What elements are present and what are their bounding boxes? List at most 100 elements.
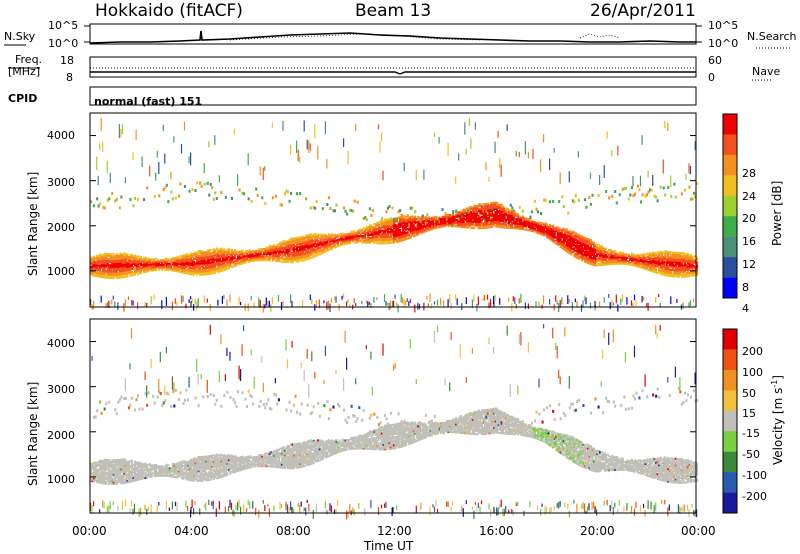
power-cell: [602, 262, 605, 265]
power-cell: [668, 263, 671, 266]
power-cell: [214, 254, 217, 257]
power-cell: [668, 257, 671, 260]
power-cell: [115, 275, 118, 278]
power-cell: [223, 253, 226, 256]
power-cell: [394, 223, 397, 226]
power-cell: [144, 262, 147, 265]
power-cell: [636, 262, 639, 265]
power-cell: [679, 256, 682, 259]
power-cell: [617, 256, 620, 259]
power-cell: [290, 253, 293, 256]
power-cell: [626, 253, 629, 256]
power-cell: [549, 233, 552, 236]
power-cell: [111, 276, 114, 279]
power-cell: [662, 259, 665, 262]
power-cell: [185, 272, 188, 275]
power-cell: [320, 235, 323, 238]
power-cell: [589, 251, 592, 254]
power-cell: [574, 232, 577, 235]
power-cell: [597, 262, 600, 265]
power-cell: [615, 294, 617, 304]
power-cell: [349, 238, 352, 241]
power-cell: [226, 263, 229, 266]
power-cell: [221, 256, 224, 259]
power-cell: [670, 262, 673, 265]
power-cell: [394, 230, 397, 233]
power-cell: [496, 208, 499, 211]
power-cell: [412, 221, 415, 224]
power-cell: [214, 257, 217, 260]
power-cell: [202, 273, 205, 276]
power-cell: [237, 259, 240, 262]
power-cell: [477, 214, 480, 217]
power-cell: [686, 259, 689, 262]
power-cell: [193, 267, 196, 270]
power-cell: [458, 212, 461, 215]
power-cell: [426, 218, 429, 221]
power-cell: [165, 265, 168, 268]
power-cell: [215, 249, 218, 252]
power-cell: [623, 187, 626, 191]
power-cell: [224, 250, 227, 253]
velocity-cell: [96, 409, 99, 413]
power-cell: [482, 217, 485, 220]
power-cell: [558, 229, 561, 232]
power-cell: [685, 265, 688, 268]
power-cell: [409, 298, 411, 303]
power-cell: [653, 264, 656, 267]
velocity-cell: [96, 473, 99, 476]
power-cell: [617, 261, 620, 264]
power-cell: [403, 218, 406, 221]
power-cell: [589, 302, 592, 309]
power-cell: [373, 223, 376, 226]
power-cell: [280, 244, 283, 247]
power-cell: [326, 241, 329, 244]
power-cell: [403, 230, 406, 233]
power-cell: [541, 227, 544, 230]
power-cell: [639, 260, 642, 263]
power-cell: [650, 263, 653, 266]
power-cell: [685, 253, 688, 256]
power-cell: [552, 235, 555, 238]
power-cell: [633, 256, 636, 259]
velocity-cell: [102, 477, 105, 480]
power-cell: [541, 232, 544, 235]
power-cell: [397, 235, 400, 238]
power-cell: [693, 266, 696, 269]
power-cell: [580, 238, 583, 241]
power-cell: [318, 299, 320, 309]
power-cell: [296, 241, 299, 244]
velocity-cbar-tick: -50: [742, 448, 760, 461]
power-cell: [323, 241, 326, 244]
power-cell: [417, 223, 420, 226]
power-cell: [359, 239, 362, 242]
power-cell: [521, 224, 524, 227]
power-cell: [577, 248, 580, 251]
power-cell: [496, 206, 499, 209]
power-cell: [679, 269, 682, 272]
power-cell: [636, 257, 639, 260]
power-cell: [370, 226, 373, 229]
power-cell: [470, 223, 473, 226]
power-cell: [196, 254, 199, 257]
power-cell: [544, 225, 547, 228]
power-cell: [608, 249, 611, 252]
power-cell: [599, 254, 602, 257]
power-cell: [202, 267, 205, 270]
power-cell: [149, 261, 152, 264]
power-cell: [582, 241, 585, 244]
power-cell: [156, 264, 159, 267]
power-cell: [579, 252, 582, 255]
power-cell: [115, 257, 118, 260]
power-cell: [135, 262, 138, 265]
power-cell: [279, 249, 282, 252]
velocity-cell: [91, 478, 94, 481]
power-cell: [493, 201, 496, 204]
power-cell: [165, 183, 168, 187]
power-cell: [514, 218, 517, 222]
power-cell: [662, 268, 665, 271]
power-cell: [662, 256, 665, 259]
power-cell: [264, 201, 267, 205]
power-cell: [629, 257, 632, 260]
power-cell: [535, 223, 538, 226]
